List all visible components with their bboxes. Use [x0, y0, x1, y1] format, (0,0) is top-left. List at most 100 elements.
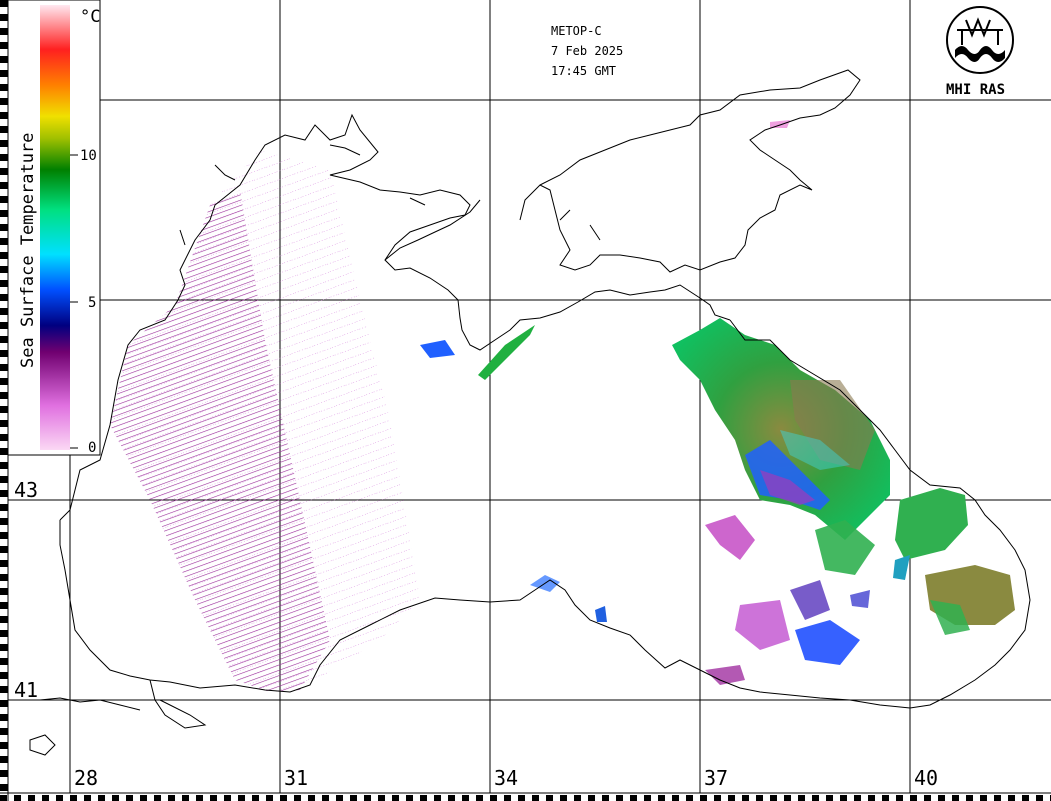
ruler-tick: [0, 210, 8, 217]
ruler-tick: [42, 795, 49, 801]
ruler-tick: [574, 795, 581, 801]
ruler-tick: [658, 795, 665, 801]
ruler-tick: [1008, 795, 1015, 801]
ruler-tick: [420, 795, 427, 801]
ruler-tick: [672, 795, 679, 801]
ruler-tick: [0, 28, 8, 35]
ruler-tick: [0, 378, 8, 385]
ruler-tick: [252, 795, 259, 801]
ruler-tick: [1036, 795, 1043, 801]
lon-label-37: 37: [704, 766, 728, 790]
lon-label-34: 34: [494, 766, 518, 790]
ruler-tick: [518, 795, 525, 801]
ruler-tick: [14, 795, 21, 801]
lon-label-40: 40: [914, 766, 938, 790]
ruler-tick: [1022, 795, 1029, 801]
ruler-tick: [0, 98, 8, 105]
ruler-tick: [392, 795, 399, 801]
ruler-tick: [784, 795, 791, 801]
ruler-tick: [56, 795, 63, 801]
ruler-tick: [0, 168, 8, 175]
ruler-tick: [70, 795, 77, 801]
ruler-tick: [588, 795, 595, 801]
ruler-tick: [0, 56, 8, 63]
lon-label-28: 28: [74, 766, 98, 790]
ruler-tick: [0, 795, 7, 801]
ruler-tick: [714, 795, 721, 801]
ruler-tick: [0, 0, 8, 7]
ruler-tick: [0, 420, 8, 427]
ruler-tick: [728, 795, 735, 801]
colorbar-gradient: [40, 5, 70, 450]
ruler-tick: [0, 154, 8, 161]
ruler-tick: [896, 795, 903, 801]
ruler-tick: [560, 795, 567, 801]
ruler-tick: [0, 714, 8, 721]
lon-label-31: 31: [284, 766, 308, 790]
ruler-tick: [644, 795, 651, 801]
ruler-tick: [0, 504, 8, 511]
ruler-tick: [154, 795, 161, 801]
ruler-tick: [0, 602, 8, 609]
ruler-tick: [266, 795, 273, 801]
ruler-tick: [0, 350, 8, 357]
ruler-tick: [798, 795, 805, 801]
ruler-tick: [966, 795, 973, 801]
ruler-tick: [0, 364, 8, 371]
ruler-tick: [196, 795, 203, 801]
ruler-tick: [350, 795, 357, 801]
ruler-tick: [770, 795, 777, 801]
ruler-tick: [0, 574, 8, 581]
ruler-tick: [28, 795, 35, 801]
colorbar-tick-10: 10: [80, 148, 97, 164]
ruler-tick: [168, 795, 175, 801]
ruler-tick: [308, 795, 315, 801]
ruler-tick: [364, 795, 371, 801]
ruler-tick: [0, 784, 8, 791]
ruler-tick: [98, 795, 105, 801]
ruler-tick: [406, 795, 413, 801]
ruler-tick: [0, 392, 8, 399]
ruler-tick: [0, 252, 8, 259]
ruler-tick: [910, 795, 917, 801]
ruler-tick: [826, 795, 833, 801]
ruler-tick: [112, 795, 119, 801]
ruler-tick: [546, 795, 553, 801]
ruler-tick: [742, 795, 749, 801]
ruler-tick: [840, 795, 847, 801]
ruler-tick: [322, 795, 329, 801]
ruler-tick: [0, 462, 8, 469]
colorbar-title: Sea Surface Temperature: [18, 133, 38, 368]
ruler-tick: [504, 795, 511, 801]
ruler-tick: [294, 795, 301, 801]
ruler-tick: [0, 84, 8, 91]
ruler-tick: [0, 112, 8, 119]
ruler-tick: [630, 795, 637, 801]
ruler-tick: [0, 700, 8, 707]
ruler-tick: [868, 795, 875, 801]
colorbar-tick-5: 5: [88, 295, 96, 311]
logo-text: MHI RAS: [946, 82, 1005, 98]
ruler-tick: [0, 140, 8, 147]
mhi-ras-logo-icon: [946, 6, 1014, 74]
ruler-tick: [378, 795, 385, 801]
ruler-tick: [532, 795, 539, 801]
coastline: [29, 69, 1031, 756]
ruler-tick: [280, 795, 287, 801]
ruler-tick: [854, 795, 861, 801]
left-ruler: [0, 0, 9, 801]
ruler-tick: [0, 196, 8, 203]
ruler-tick: [0, 560, 8, 567]
ruler-tick: [434, 795, 441, 801]
ruler-tick: [700, 795, 707, 801]
image-time: 17:45 GMT: [551, 64, 616, 78]
ruler-tick: [0, 770, 8, 777]
ruler-tick: [686, 795, 693, 801]
ruler-tick: [448, 795, 455, 801]
ruler-tick: [0, 280, 8, 287]
ruler-tick: [0, 224, 8, 231]
ruler-tick: [490, 795, 497, 801]
ruler-tick: [0, 756, 8, 763]
ruler-tick: [0, 42, 8, 49]
